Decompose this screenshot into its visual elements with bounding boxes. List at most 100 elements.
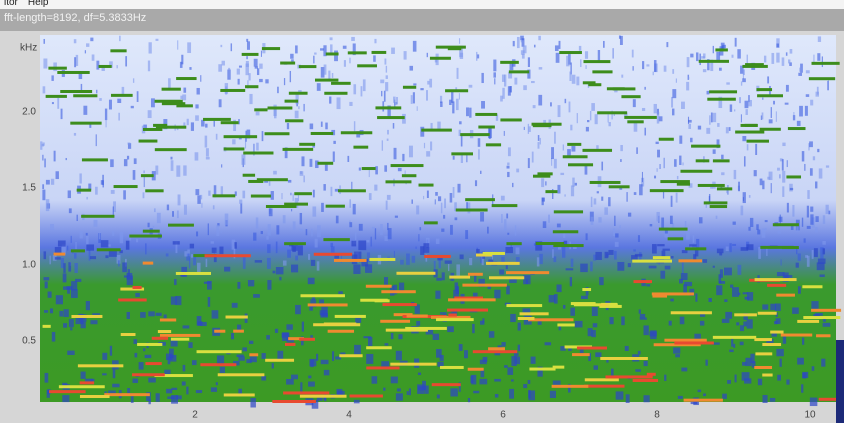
texture [387,195,391,200]
texture [592,307,598,316]
texture [793,112,794,115]
texture [616,391,624,399]
texture [284,78,285,85]
texture [143,262,153,265]
texture [238,79,240,85]
texture [531,357,536,364]
texture [647,373,656,376]
texture [461,136,463,147]
texture [695,293,697,301]
texture [71,315,102,318]
texture [382,140,383,150]
texture [516,169,519,173]
texture [671,97,673,108]
texture [480,321,484,325]
texture [409,146,413,158]
texture [745,358,751,366]
texture [435,59,438,62]
texture [57,71,89,74]
texture [385,343,389,345]
texture [762,374,772,377]
texture [390,363,436,366]
texture [805,255,808,258]
texture [398,168,402,171]
texture [814,248,818,257]
texture [721,172,724,175]
texture [391,333,394,339]
texture [644,361,648,366]
texture [153,226,155,228]
texture [160,334,200,337]
texture [744,156,746,166]
texture [608,122,610,126]
texture [786,85,789,92]
texture [531,81,535,83]
texture [71,249,85,252]
texture [781,259,782,265]
texture [190,244,194,249]
texture [373,55,376,61]
texture [571,302,596,305]
texture [183,165,186,175]
texture [242,191,245,199]
texture [489,331,494,338]
texture [563,155,588,158]
texture [595,352,601,357]
texture [118,260,120,266]
texture [50,308,53,313]
texture [660,271,665,279]
texture [664,158,665,168]
y-unit: kHz [20,43,37,54]
texture [722,394,727,399]
texture [557,185,560,194]
texture [303,175,304,182]
texture [427,81,429,85]
texture [664,339,706,342]
texture [621,75,623,78]
texture [420,88,423,90]
texture [197,350,242,353]
texture [510,86,512,92]
texture [298,194,299,201]
texture [188,342,192,348]
texture [716,52,720,61]
texture [631,255,638,259]
texture [331,246,335,252]
texture [508,147,511,156]
texture [577,113,578,123]
texture [369,193,372,200]
x-tick-label: 10 [804,410,816,421]
texture [366,346,392,349]
texture [234,242,236,249]
texture [174,279,176,285]
texture [698,184,725,187]
texture [796,263,799,268]
texture [596,145,598,149]
texture [634,122,638,131]
texture [512,183,513,187]
texture [437,395,440,399]
texture [537,257,540,266]
texture [99,65,112,68]
texture [797,320,819,323]
texture [562,246,565,257]
texture [541,178,544,187]
texture [575,321,583,328]
texture [810,214,813,224]
texture [770,398,775,402]
texture [105,255,108,258]
texture [285,100,299,103]
texture [137,91,139,102]
spectrogram-view: kHz 2.0 1.5 1.0 0.5 2 4 6 8 10 [0,0,844,423]
texture [381,290,415,293]
texture [597,111,627,114]
texture [518,345,520,352]
texture [459,93,460,99]
texture [219,247,223,254]
texture [591,103,595,111]
texture [789,184,793,192]
texture [144,176,145,187]
texture [109,251,117,257]
texture [722,319,730,323]
texture [274,108,277,118]
